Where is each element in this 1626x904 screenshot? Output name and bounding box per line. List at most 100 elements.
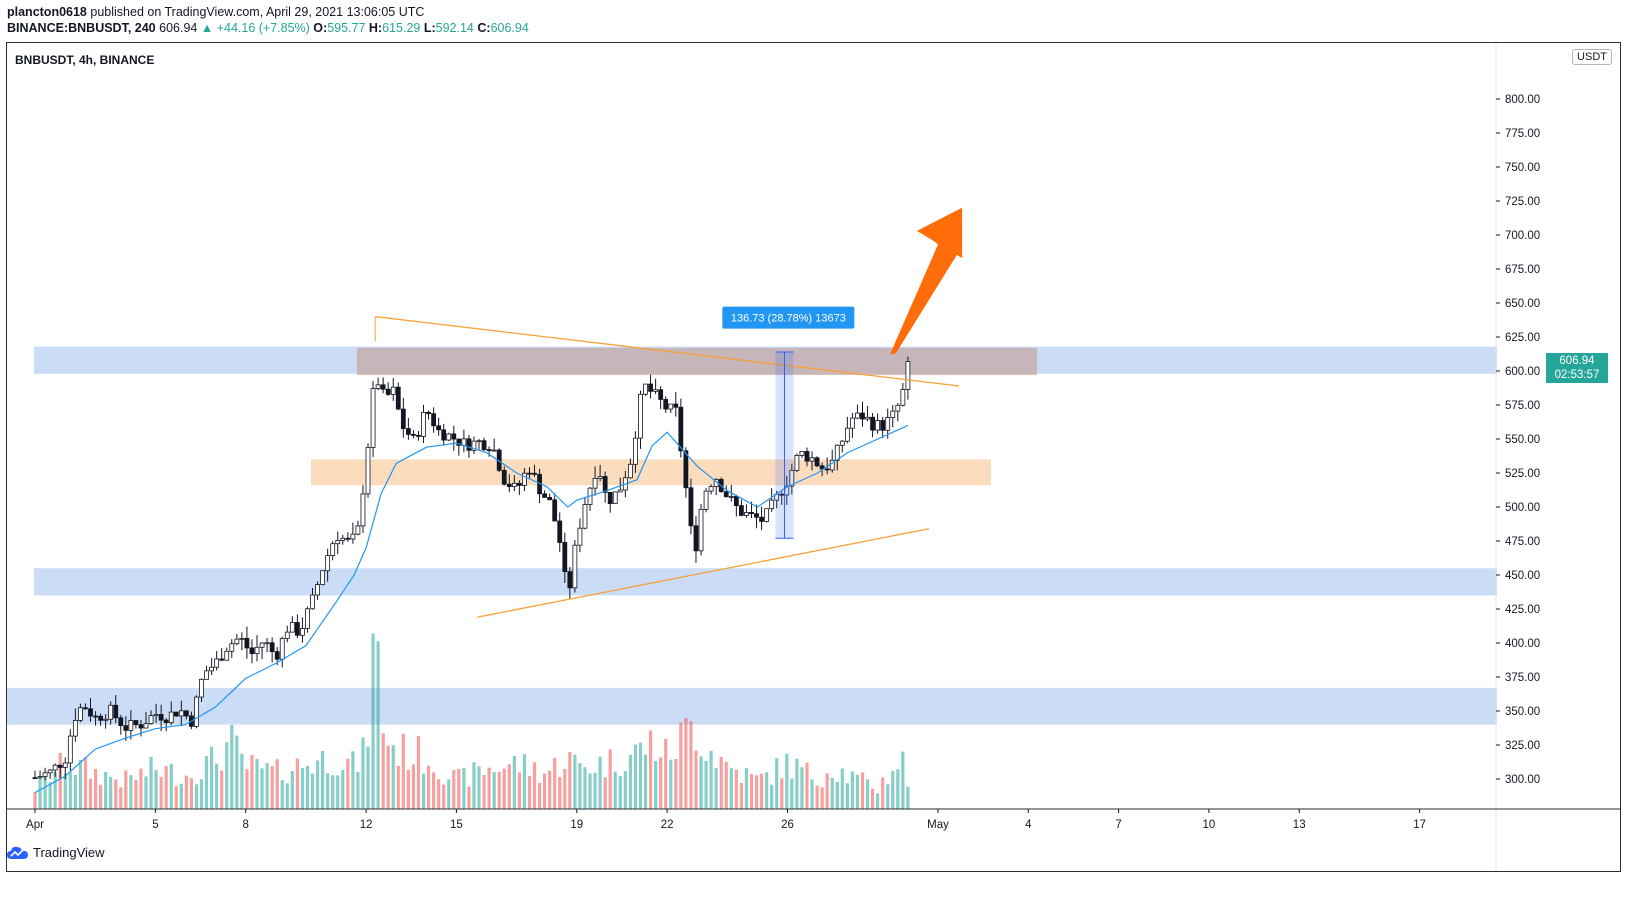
volume-bar xyxy=(527,775,532,809)
bullish-arrow-head xyxy=(916,207,963,259)
candle-body xyxy=(905,361,911,390)
volume-bar xyxy=(906,786,910,809)
candle-body xyxy=(229,643,235,652)
volume-bar xyxy=(300,767,305,809)
candle-body xyxy=(744,512,749,516)
close-label: C: xyxy=(477,21,491,35)
volume-bar xyxy=(709,750,713,809)
volume-bar xyxy=(522,754,527,809)
volume-bar xyxy=(376,641,380,809)
price-tick-label: 800.00 xyxy=(1505,94,1540,106)
volume-bar xyxy=(537,782,542,809)
candle-body xyxy=(254,646,260,655)
volume-bar xyxy=(43,773,47,809)
candle-body xyxy=(794,455,800,471)
volume-bar xyxy=(724,761,728,809)
price-tick-label: 625.00 xyxy=(1505,332,1540,344)
volume-bar xyxy=(643,754,648,809)
volume-bar xyxy=(366,746,370,809)
candle-body xyxy=(542,493,548,498)
candle-body xyxy=(103,718,109,721)
candle-body xyxy=(865,416,870,420)
candle-body xyxy=(244,637,250,649)
drawing-layer: 136.73 (28.78%) 13673 xyxy=(374,207,963,618)
volume-bar xyxy=(457,768,461,809)
low-label: L: xyxy=(423,21,436,35)
open-value: 595.77 xyxy=(327,21,366,35)
candle-body xyxy=(844,427,850,442)
breakout-zone xyxy=(357,347,1037,376)
volume-bar xyxy=(558,777,562,809)
candle-body xyxy=(305,608,310,629)
volume-bar xyxy=(73,774,77,809)
volume-bar xyxy=(295,758,299,809)
candle-body xyxy=(395,386,401,410)
candle-body xyxy=(365,447,371,495)
candle-body xyxy=(204,670,209,680)
candle-body xyxy=(511,482,517,488)
candle-body xyxy=(653,389,659,392)
measure-label-box xyxy=(722,306,855,329)
volume-bar xyxy=(543,773,547,809)
candle-body xyxy=(37,776,43,779)
candle-body xyxy=(390,386,396,395)
currency-button[interactable]: USDT xyxy=(1572,49,1612,65)
time-tick-label: 15 xyxy=(450,819,463,831)
candle-body xyxy=(350,533,356,540)
candle-body xyxy=(370,388,376,448)
symbol-label: BNBUSDT, 4h, BINANCE xyxy=(15,53,155,67)
volume-bar xyxy=(780,778,784,809)
candle-body xyxy=(532,472,537,475)
price-chart[interactable]: 136.73 (28.78%) 13673 800.00 775.00 750.00… xyxy=(7,43,1621,872)
ohlc-line: BINANCE:BNBUSDT, 240 606.94 ▲ +44.16 (+7… xyxy=(7,20,529,36)
candle-body xyxy=(375,384,381,389)
volume-bar xyxy=(204,756,209,809)
volume-bar xyxy=(719,757,723,809)
candle-body xyxy=(138,724,144,729)
last-price: 606.94 xyxy=(159,21,198,35)
volume-bar xyxy=(371,633,375,809)
volume-bar xyxy=(194,784,199,809)
tradingview-logo[interactable]: TradingView xyxy=(7,845,105,860)
candle-body xyxy=(728,496,734,498)
candle-body xyxy=(400,408,406,429)
candle-body xyxy=(62,762,68,768)
volume-bar xyxy=(416,736,421,809)
candle-body xyxy=(431,413,437,427)
candle-body xyxy=(436,425,442,431)
candle-body xyxy=(259,642,265,648)
candle-body xyxy=(602,476,608,493)
volume-bar xyxy=(835,781,839,809)
price-tick-label: 450.00 xyxy=(1505,570,1540,582)
volume-bar xyxy=(124,770,128,809)
volume-bar xyxy=(583,767,587,809)
volume-bar xyxy=(93,768,98,809)
chart-pane[interactable]: 136.73 (28.78%) 13673 800.00 775.00 750.00… xyxy=(6,42,1621,872)
candle-body xyxy=(168,711,174,724)
volume-bar xyxy=(68,772,72,809)
volume-bar xyxy=(598,756,602,809)
price-tick-label: 600.00 xyxy=(1505,366,1540,378)
candle-body xyxy=(577,527,583,546)
price-tick-label: 525.00 xyxy=(1505,468,1540,480)
chart-header: plancton0618 published on TradingView.co… xyxy=(7,4,529,36)
candle-body xyxy=(330,543,336,556)
volume-bar xyxy=(250,754,254,809)
author-name[interactable]: plancton0618 xyxy=(7,5,87,19)
volume-bar xyxy=(744,768,749,809)
candle-body xyxy=(612,491,618,504)
volume-bar xyxy=(487,767,491,809)
volume-bar xyxy=(497,772,501,809)
candle-body xyxy=(194,696,199,727)
candle-body xyxy=(199,678,204,698)
time-tick-label: 10 xyxy=(1203,819,1216,831)
candle-body xyxy=(385,388,391,395)
pivot-zone xyxy=(311,459,991,486)
volume-bar xyxy=(840,768,844,809)
volume-bar xyxy=(759,773,764,809)
volume-bar xyxy=(114,779,118,809)
candle-body xyxy=(441,429,447,441)
volume-bar xyxy=(477,766,481,809)
price-tick-label: 350.00 xyxy=(1505,706,1540,718)
volume-bar xyxy=(119,787,123,809)
